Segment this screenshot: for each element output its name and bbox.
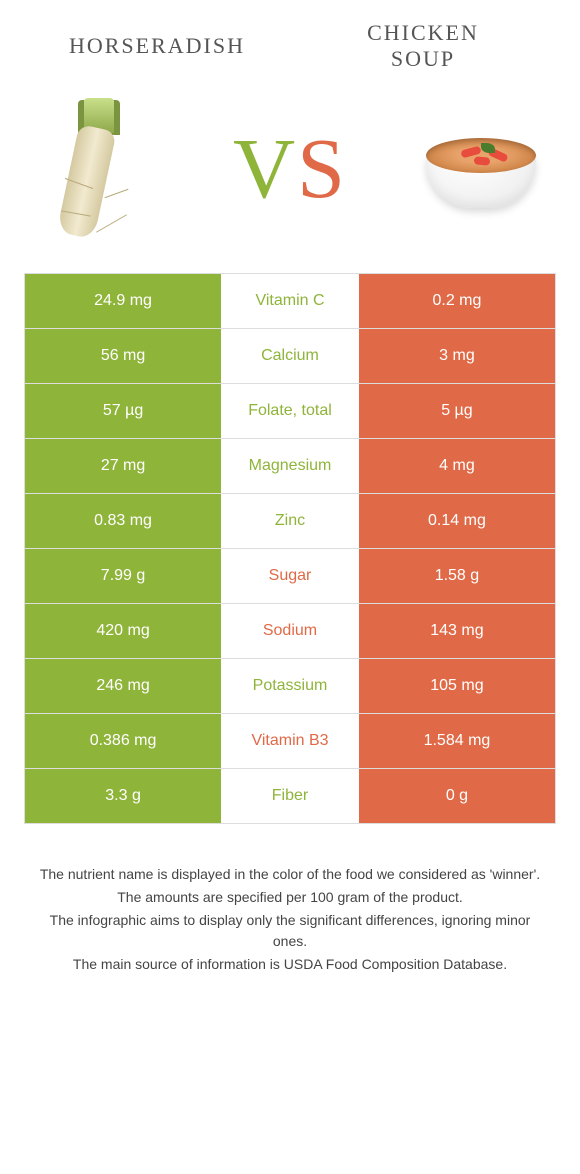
right-value: 0 g xyxy=(359,769,555,823)
footer-notes: The nutrient name is displayed in the co… xyxy=(24,864,556,975)
table-row: 0.83 mgZinc0.14 mg xyxy=(25,493,555,548)
food-right-title: Chickensoup xyxy=(290,20,556,73)
nutrient-label: Vitamin C xyxy=(221,274,359,328)
hero-row: VS xyxy=(24,93,556,243)
left-value: 57 µg xyxy=(25,384,221,438)
nutrient-label: Magnesium xyxy=(221,439,359,493)
left-value: 0.386 mg xyxy=(25,714,221,768)
left-value: 7.99 g xyxy=(25,549,221,603)
table-row: 7.99 gSugar1.58 g xyxy=(25,548,555,603)
right-value: 4 mg xyxy=(359,439,555,493)
right-value: 0.14 mg xyxy=(359,494,555,548)
table-row: 56 mgCalcium3 mg xyxy=(25,328,555,383)
right-value: 105 mg xyxy=(359,659,555,713)
table-row: 246 mgPotassium105 mg xyxy=(25,658,555,713)
right-value: 3 mg xyxy=(359,329,555,383)
note-line: The amounts are specified per 100 gram o… xyxy=(34,887,546,908)
left-value: 246 mg xyxy=(25,659,221,713)
left-value: 27 mg xyxy=(25,439,221,493)
table-row: 0.386 mgVitamin B31.584 mg xyxy=(25,713,555,768)
right-value: 1.58 g xyxy=(359,549,555,603)
left-value: 420 mg xyxy=(25,604,221,658)
food-left-image xyxy=(24,93,174,243)
nutrient-label: Calcium xyxy=(221,329,359,383)
food-left-title: Horseradish xyxy=(24,33,290,59)
nutrient-table: 24.9 mgVitamin C0.2 mg56 mgCalcium3 mg57… xyxy=(24,273,556,824)
left-value: 3.3 g xyxy=(25,769,221,823)
infographic-container: Horseradish Chickensoup VS xyxy=(0,0,580,997)
right-value: 0.2 mg xyxy=(359,274,555,328)
table-row: 57 µgFolate, total5 µg xyxy=(25,383,555,438)
horseradish-icon xyxy=(49,93,149,243)
table-row: 24.9 mgVitamin C0.2 mg xyxy=(25,273,555,328)
food-right-image xyxy=(406,93,556,243)
nutrient-label: Sodium xyxy=(221,604,359,658)
right-value: 5 µg xyxy=(359,384,555,438)
table-row: 27 mgMagnesium4 mg xyxy=(25,438,555,493)
nutrient-label: Zinc xyxy=(221,494,359,548)
note-line: The nutrient name is displayed in the co… xyxy=(34,864,546,885)
left-value: 24.9 mg xyxy=(25,274,221,328)
nutrient-label: Sugar xyxy=(221,549,359,603)
nutrient-label: Vitamin B3 xyxy=(221,714,359,768)
left-value: 56 mg xyxy=(25,329,221,383)
nutrient-label: Potassium xyxy=(221,659,359,713)
title-row: Horseradish Chickensoup xyxy=(24,20,556,73)
vs-label: VS xyxy=(233,118,347,218)
table-row: 420 mgSodium143 mg xyxy=(25,603,555,658)
table-row: 3.3 gFiber0 g xyxy=(25,768,555,823)
right-value: 143 mg xyxy=(359,604,555,658)
right-value: 1.584 mg xyxy=(359,714,555,768)
note-line: The main source of information is USDA F… xyxy=(34,954,546,975)
soup-icon xyxy=(416,118,546,218)
left-value: 0.83 mg xyxy=(25,494,221,548)
nutrient-label: Folate, total xyxy=(221,384,359,438)
nutrient-label: Fiber xyxy=(221,769,359,823)
note-line: The infographic aims to display only the… xyxy=(34,910,546,952)
